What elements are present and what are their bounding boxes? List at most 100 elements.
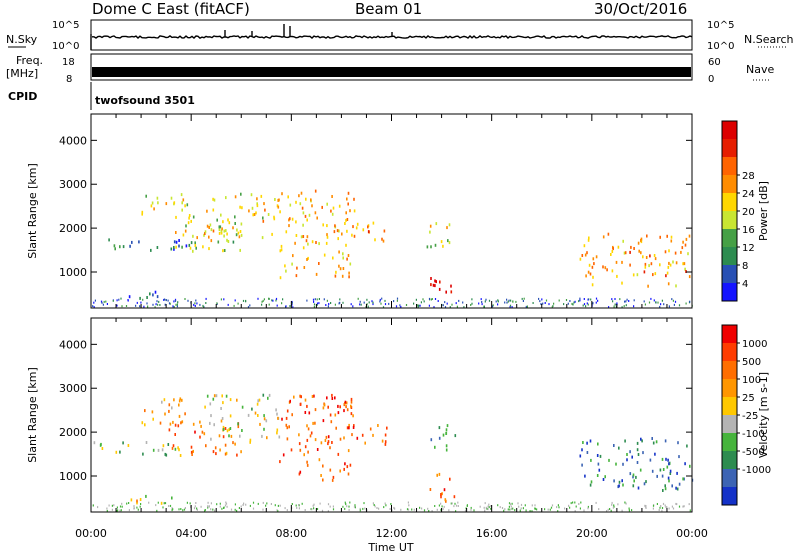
echo-cell (346, 229, 348, 233)
ground-scatter-cell (316, 303, 318, 306)
echo-cell (225, 229, 227, 233)
nave-tick-bottom: 0 (708, 74, 714, 85)
ground-scatter-cell (661, 299, 663, 302)
echo-cell (338, 229, 340, 233)
ground-scatter-cell (598, 508, 600, 511)
ground-scatter-cell (481, 303, 483, 306)
ground-scatter-cell (525, 305, 527, 308)
ground-scatter-cell (448, 509, 450, 512)
echo-cell (372, 221, 375, 225)
ground-scatter-cell (487, 505, 489, 508)
echo-cell (171, 496, 173, 500)
ground-scatter-cell (462, 301, 464, 304)
echo-cell (229, 427, 232, 430)
echo-cell (217, 240, 220, 244)
echo-cell (289, 203, 292, 207)
echo-cell (318, 458, 321, 462)
ground-scatter-cell (133, 505, 135, 508)
echo-cell (157, 448, 160, 452)
echo-cell (267, 396, 269, 400)
ground-scatter-cell (304, 509, 306, 511)
ground-scatter-cell (216, 302, 218, 305)
echo-cell (218, 231, 221, 235)
echo-cell (585, 274, 587, 278)
ground-scatter-cell (274, 504, 276, 507)
echo-cell (261, 434, 263, 438)
colorbar-segment (722, 451, 737, 469)
ground-scatter-cell (233, 304, 235, 307)
echo-cell (345, 405, 347, 409)
echo-cell (209, 402, 212, 406)
ground-scatter-cell (373, 504, 375, 506)
ground-scatter-cell (568, 504, 570, 507)
echo-cell (268, 393, 271, 397)
ground-scatter-cell (583, 303, 586, 306)
echo-cell (645, 256, 648, 259)
echo-cell (182, 198, 185, 202)
echo-cell (303, 453, 305, 457)
echo-cell (191, 453, 193, 456)
echo-cell (669, 472, 672, 475)
ground-scatter-cell (579, 507, 581, 510)
echo-cell (310, 198, 312, 202)
echo-cell (295, 220, 297, 224)
ground-scatter-cell (674, 300, 677, 303)
echo-cell (626, 453, 628, 456)
echo-cell (445, 428, 448, 432)
cpid-value: twofsound 3501 (95, 94, 195, 107)
ground-scatter-cell (133, 507, 135, 510)
echo-cell (161, 448, 164, 452)
time-tick-label: 20:00 (576, 527, 608, 540)
ground-scatter-cell (137, 508, 139, 511)
echo-cell (219, 225, 222, 229)
echo-cell (302, 211, 305, 215)
echo-cell (291, 217, 294, 221)
ground-scatter-cell (471, 298, 473, 301)
echo-cell (311, 204, 313, 208)
echo-cell (228, 221, 231, 225)
ground-scatter-cell (579, 299, 581, 302)
ground-scatter-cell (507, 508, 509, 511)
ground-scatter-cell (609, 508, 611, 510)
echo-cell (347, 254, 350, 257)
echo-cell (651, 437, 653, 440)
echo-cell (618, 446, 620, 450)
echo-cell (632, 475, 634, 479)
ground-scatter-cell (595, 297, 598, 300)
echo-cell (113, 244, 116, 248)
ground-scatter-cell (296, 506, 298, 509)
echo-cell (178, 239, 180, 242)
ground-scatter-cell (529, 510, 531, 512)
ground-scatter-cell (164, 303, 166, 306)
ground-scatter-cell (394, 507, 396, 510)
echo-cell (685, 270, 687, 273)
ground-scatter-cell (103, 300, 105, 303)
ground-scatter-cell (199, 303, 201, 306)
ground-scatter-cell (234, 299, 236, 302)
echo-cell (185, 244, 188, 248)
echo-cell (669, 263, 672, 267)
echo-cell (249, 438, 252, 442)
ground-scatter-cell (169, 302, 171, 305)
velocity-y-ticks: 1000 2000 3000 4000 (59, 338, 692, 483)
echo-cell (168, 428, 171, 432)
ground-scatter-cell (428, 510, 430, 512)
echo-cell (306, 424, 308, 428)
echo-cell (353, 209, 356, 213)
echo-cell (115, 450, 118, 454)
ground-scatter-cell (610, 509, 612, 512)
ground-scatter-cell (573, 301, 575, 304)
echo-cell (342, 252, 344, 256)
ground-scatter-cell (261, 300, 263, 303)
ground-scatter-cell (384, 502, 386, 505)
ground-scatter-cell (437, 300, 439, 302)
echo-cell (324, 439, 327, 442)
echo-cell (687, 252, 689, 256)
echo-cell (592, 257, 595, 261)
echo-cell (347, 202, 349, 206)
echo-cell (613, 444, 615, 447)
ground-scatter-cell (673, 303, 675, 306)
echo-cell (161, 400, 163, 404)
echo-cell (300, 395, 302, 399)
echo-cell (286, 437, 289, 441)
